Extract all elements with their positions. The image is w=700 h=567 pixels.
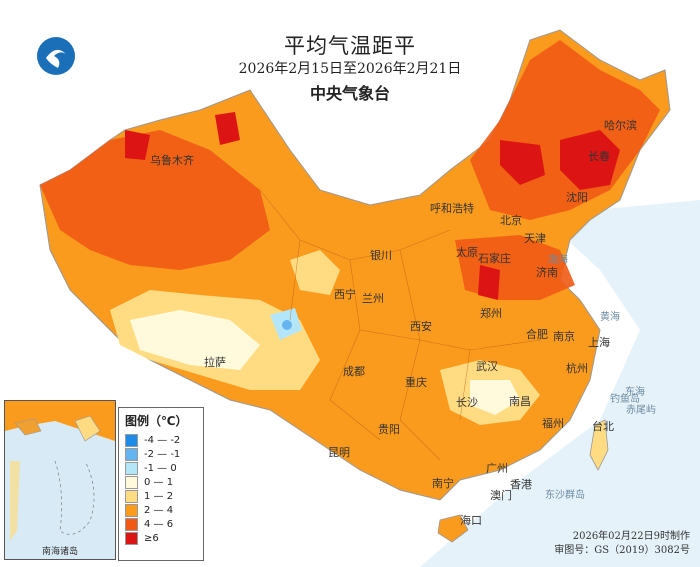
inset-map [5,401,115,541]
legend-entry: 1 — 2 [125,489,203,503]
city-label: 香港 [510,478,532,491]
city-label: 太原 [456,246,478,259]
city-label: 天津 [524,232,546,245]
city-label: 西宁 [334,287,356,301]
city-label: 呼和浩特 [430,201,474,215]
legend-label: 1 — 2 [144,490,174,502]
city-label: 银川 [370,248,392,262]
city-label: 长春 [588,150,610,163]
city-label: 兰州 [362,292,384,305]
map-title: 平均气温距平 [284,34,416,58]
city-label: 合肥 [526,327,548,341]
legend-label: -2 — -1 [144,448,181,460]
legend-swatch [125,475,138,489]
city-label: 哈尔滨 [604,118,637,132]
city-label: 南昌 [509,395,531,408]
city-label: 济南 [536,265,558,279]
legend-swatch [125,531,138,545]
legend-label: -4 — -2 [144,434,181,446]
legend-entry: 0 — 1 [125,475,203,489]
south-china-sea-inset: 南海诸岛 [4,400,116,560]
city-label: 郑州 [480,306,502,320]
legend-swatch [125,489,138,503]
sea-label: 钓鱼岛 [610,392,640,405]
legend-swatch [125,517,138,531]
legend-entry: ≥6 [125,531,203,545]
legend-swatch [125,447,138,461]
city-label: 武汉 [476,360,498,373]
legend-label: 2 — 4 [144,504,174,516]
city-label: 南京 [553,329,575,343]
agency-name: 中央气象台 [309,84,390,103]
city-markers: 乌鲁木齐 呼和浩特 北京 天津 石家庄 太原 济南 哈尔滨 长春 沈阳 银川 西… [150,118,637,527]
city-label: 沈阳 [566,190,588,204]
legend-title: 图例（℃） [125,414,188,428]
city-label: 昆明 [328,446,350,459]
legend-entry: -2 — -1 [125,447,203,461]
issued-time: 2026年02月22日9时制作 [572,531,690,542]
legend-label: 0 — 1 [144,476,174,488]
inset-label: 南海诸岛 [41,547,78,557]
city-label: 澳门 [490,488,512,502]
city-label: 台北 [592,419,614,433]
city-label: 拉萨 [204,355,226,369]
city-label: 上海 [588,335,610,349]
legend: 图例（℃） -4 — -2 -2 — -1 -1 — 0 0 — 1 1 — 2 2 — … [118,407,204,561]
legend-entry: -1 — 0 [125,461,203,475]
city-label: 广州 [486,462,508,475]
city-label: 长沙 [456,396,478,409]
sea-label: 赤尾屿 [626,404,656,416]
legend-entry: 2 — 4 [125,503,203,517]
legend-label: 4 — 6 [144,518,174,530]
legend-swatch [125,433,138,447]
legend-swatch [125,503,138,517]
city-label: 贵阳 [378,423,400,436]
city-label: 石家庄 [478,251,511,265]
map-approval-number: 审图号：GS（2019）3082号 [554,545,690,556]
date-range: 2026年2月15日至2026年2月21日 [238,61,462,77]
legend-label: ≥6 [144,532,159,544]
sea-label: 渤海 [548,253,568,266]
city-label: 乌鲁木齐 [150,153,194,167]
city-label: 重庆 [405,375,427,389]
legend-swatch [125,461,138,475]
sea-label: 东沙群岛 [545,488,585,501]
city-label: 海口 [460,513,482,527]
sea-label: 黄海 [600,310,620,323]
city-label: 成都 [343,365,365,378]
city-label: 西安 [410,319,432,333]
city-label: 南宁 [432,476,454,490]
city-label: 北京 [500,213,522,227]
legend-entry: -4 — -2 [125,433,203,447]
legend-entry: 4 — 6 [125,517,203,531]
cma-logo-icon [37,37,75,75]
sea-label: 东海 [625,385,645,398]
city-label: 福州 [542,416,564,430]
footer: 2026年02月22日9时制作 审图号：GS（2019）3082号 [554,530,690,558]
city-label: 杭州 [566,361,588,375]
legend-label: -1 — 0 [144,462,177,474]
